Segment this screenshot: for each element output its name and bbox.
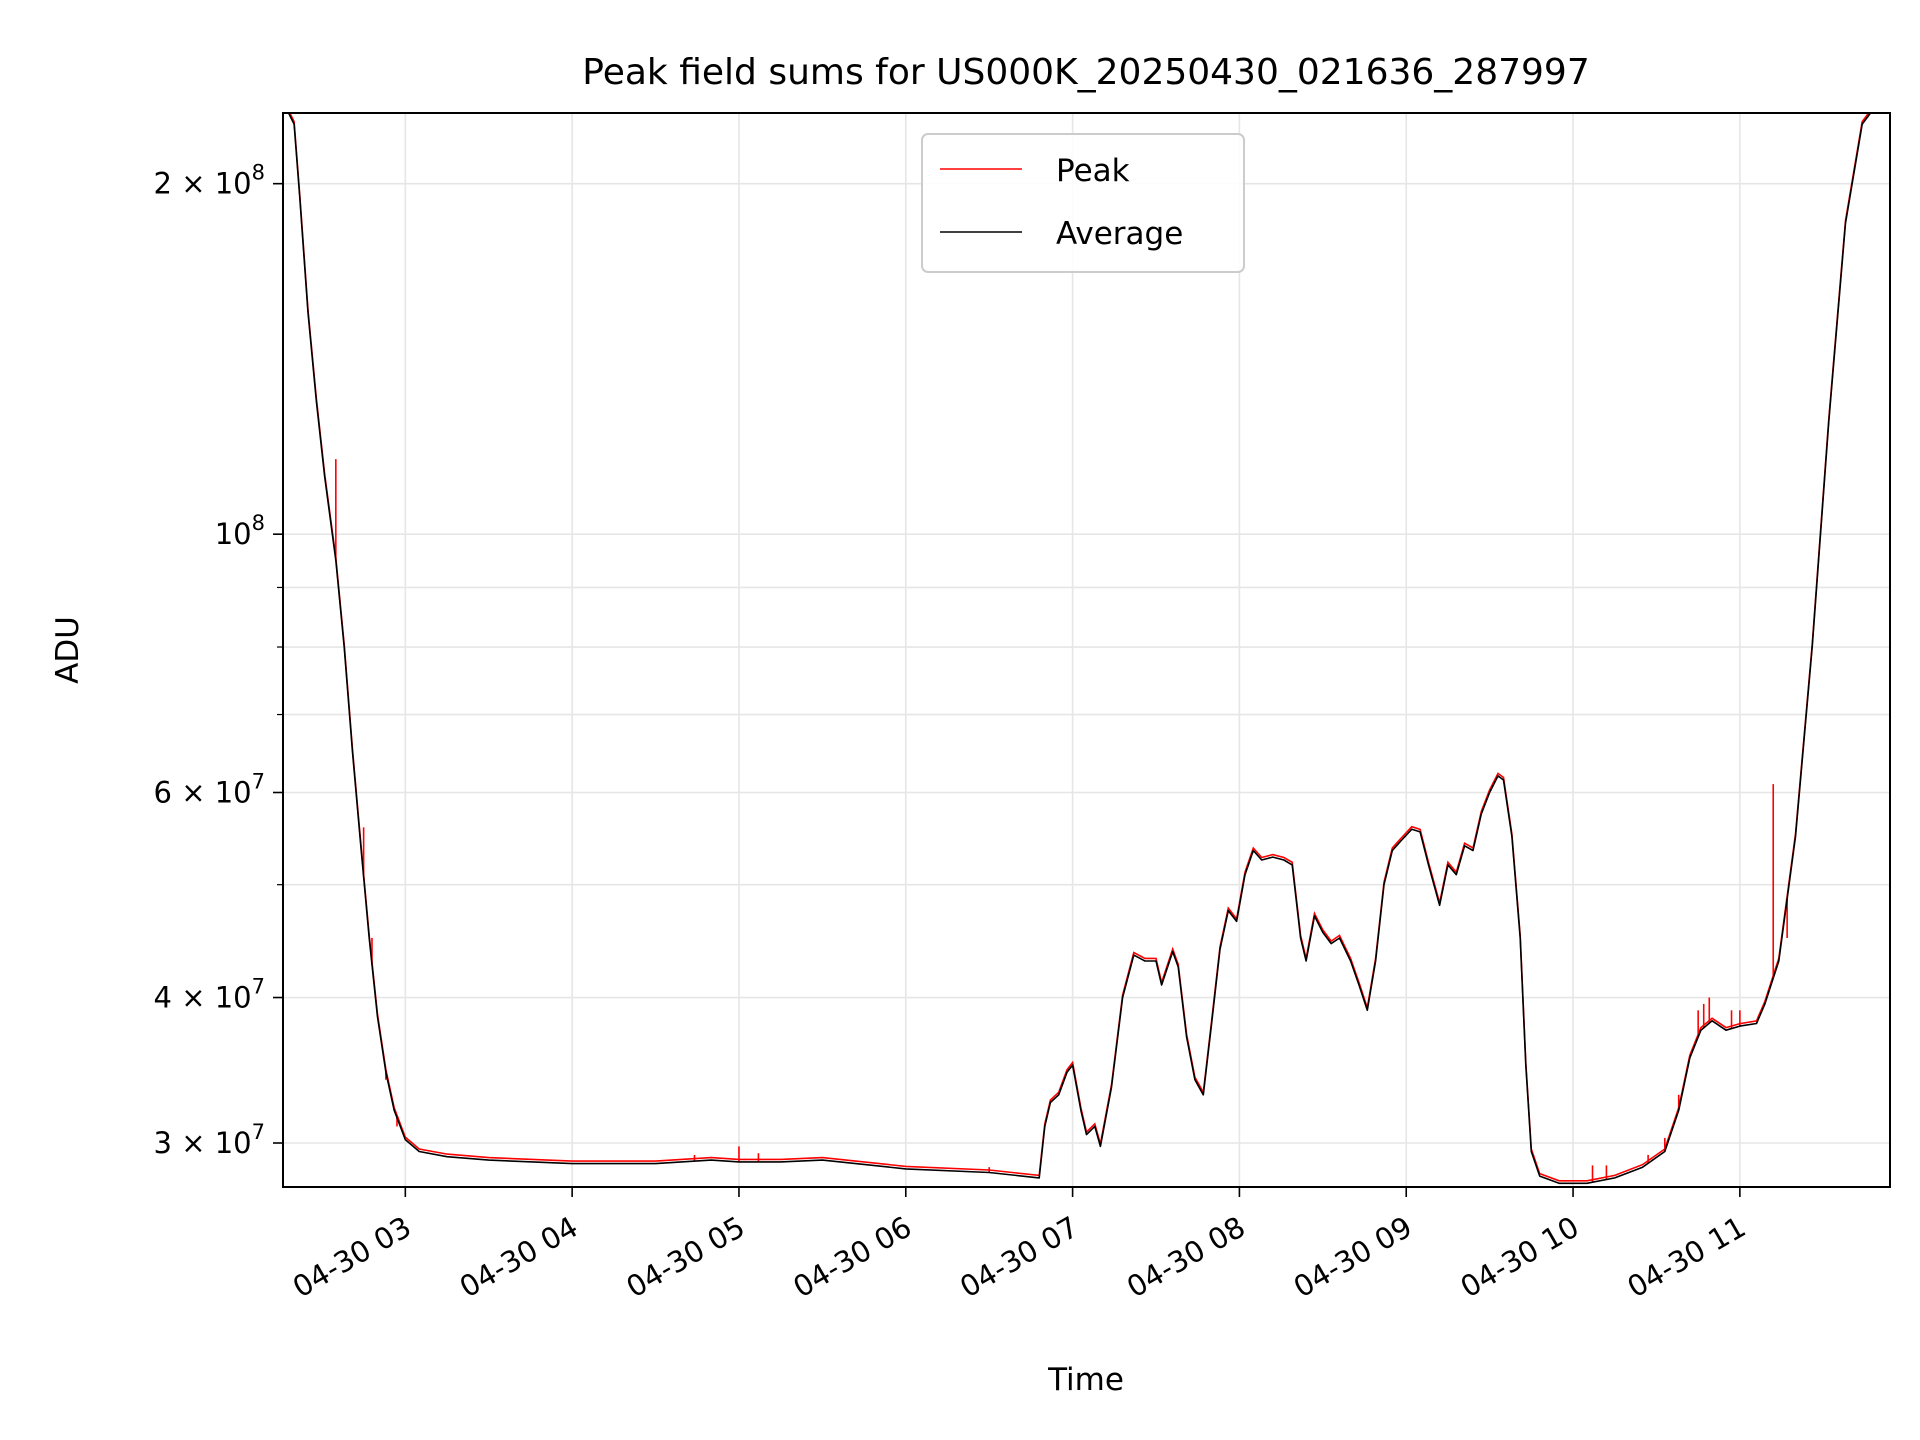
x-tick-label: 04-30 09 (1288, 1210, 1418, 1305)
legend-label-average: Average (1056, 216, 1183, 252)
axes-frame (282, 112, 1891, 1188)
series-line-average (287, 113, 1872, 1185)
y-axis: 2 × 108 108 6 × 107 4 × 107 3 × 107 (154, 161, 283, 1160)
x-tick-label: 04-30 08 (1121, 1210, 1251, 1305)
x-tick-label: 04-30 06 (787, 1210, 917, 1305)
series-line-peak (288, 113, 1870, 1182)
grid (283, 113, 1890, 1187)
y-tick-label: 6 × 107 (154, 769, 265, 809)
x-tick-label: 04-30 07 (954, 1210, 1084, 1305)
series-peak (288, 113, 1870, 1183)
y-tick-label: 3 × 107 (154, 1120, 265, 1160)
y-tick-label: 108 (215, 511, 265, 551)
series-average (287, 113, 1872, 1185)
x-axis: 04-30 03 04-30 04 04-30 05 04-30 06 04-30 07… (287, 1187, 1751, 1304)
legend: Peak Average (921, 133, 1245, 273)
chart-title: Peak field sums for US000K_20250430_0216… (582, 52, 1589, 93)
legend-label-peak: Peak (1056, 153, 1130, 189)
plot-area (287, 113, 1872, 1185)
y-tick-label: 2 × 108 (154, 161, 265, 201)
x-tick-label: 04-30 05 (621, 1210, 751, 1305)
y-axis-label: ADU (50, 616, 86, 684)
x-tick-label: 04-30 03 (287, 1210, 417, 1305)
x-axis-label: Time (1047, 1362, 1124, 1398)
y-tick-label: 4 × 107 (154, 975, 265, 1015)
x-tick-label: 04-30 04 (454, 1210, 584, 1305)
x-tick-label: 04-30 10 (1455, 1210, 1585, 1305)
x-tick-label: 04-30 11 (1621, 1210, 1751, 1305)
